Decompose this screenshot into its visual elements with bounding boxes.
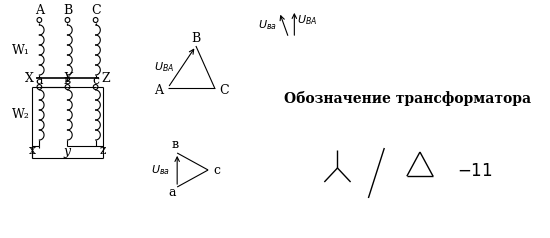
Text: $U_{вa}$: $U_{вa}$ bbox=[151, 163, 169, 177]
Text: z: z bbox=[100, 144, 106, 158]
Text: Z: Z bbox=[101, 73, 110, 85]
Text: y: y bbox=[64, 144, 71, 158]
Text: C: C bbox=[219, 84, 229, 98]
Text: A: A bbox=[35, 4, 44, 16]
Text: A: A bbox=[154, 84, 163, 98]
Text: $U_{BA}$: $U_{BA}$ bbox=[154, 60, 174, 74]
Text: a: a bbox=[36, 74, 43, 86]
Text: W₁: W₁ bbox=[12, 44, 30, 56]
Text: Y: Y bbox=[63, 73, 72, 85]
Text: a: a bbox=[169, 185, 176, 198]
Text: Обозначение трансформатора: Обозначение трансформатора bbox=[284, 90, 531, 105]
Text: $U_{вa}$: $U_{вa}$ bbox=[258, 18, 277, 32]
Text: C: C bbox=[91, 4, 101, 16]
Text: B: B bbox=[63, 4, 72, 16]
Text: в: в bbox=[64, 74, 71, 86]
Text: в: в bbox=[172, 139, 179, 152]
Text: $-11$: $-11$ bbox=[456, 164, 492, 180]
Text: c: c bbox=[92, 74, 99, 86]
Text: B: B bbox=[191, 31, 201, 45]
Text: X: X bbox=[25, 73, 34, 85]
Text: x: x bbox=[29, 144, 36, 158]
Text: W₂: W₂ bbox=[12, 109, 30, 122]
Text: c: c bbox=[214, 164, 221, 177]
Text: $U_{BA}$: $U_{BA}$ bbox=[297, 13, 317, 27]
